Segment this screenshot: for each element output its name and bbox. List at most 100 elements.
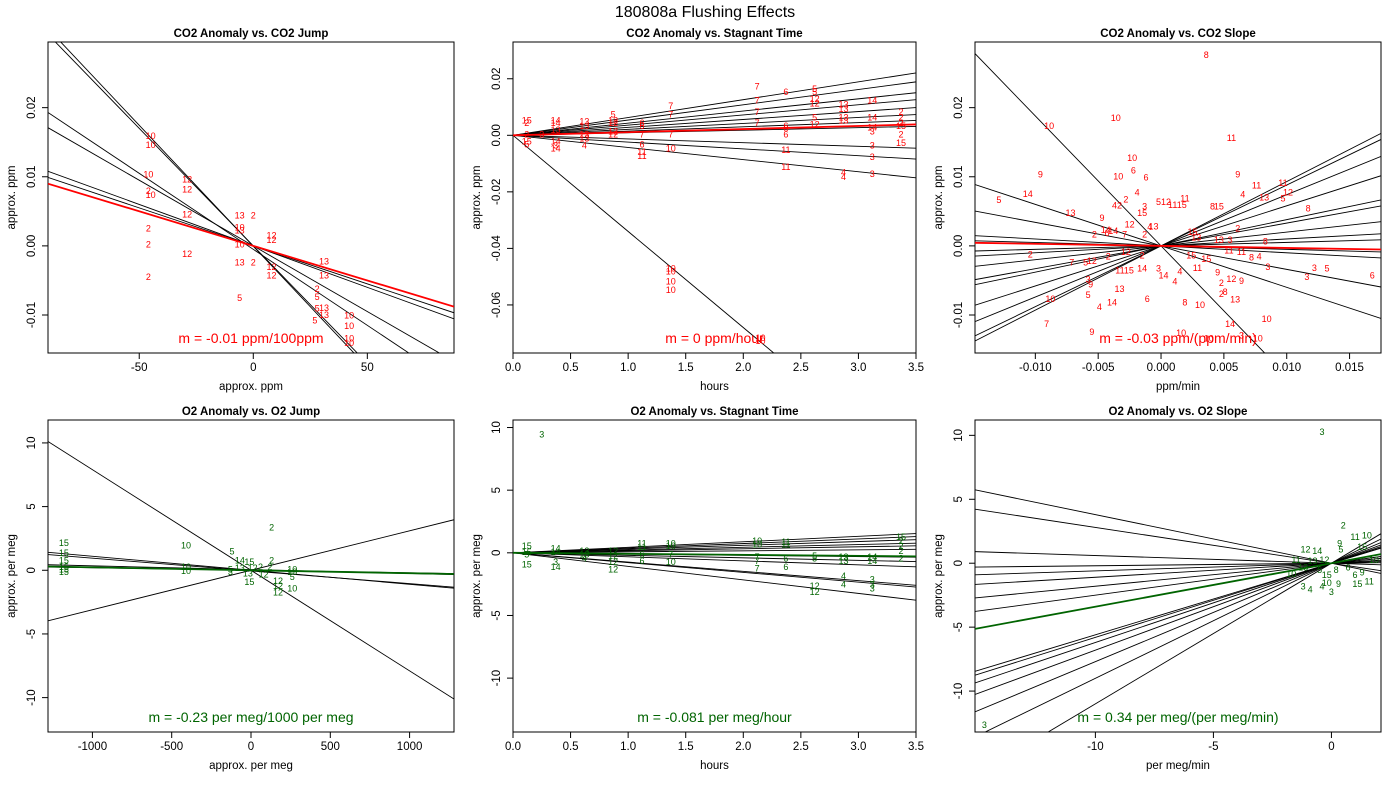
data-point-label: 2 xyxy=(1028,250,1033,260)
regression-line-9 xyxy=(513,134,916,149)
slope-annotation: m = -0.01 ppm/100ppm xyxy=(178,330,323,346)
data-point-label: 3 xyxy=(870,169,875,179)
data-point-label: 10 xyxy=(1286,569,1296,579)
y-tick-label: -0.06 xyxy=(491,292,503,318)
data-point-label: 2 xyxy=(899,536,904,546)
data-point-label: 14 xyxy=(867,95,877,105)
x-tick-label: 1000 xyxy=(397,741,423,753)
overall-fit-line xyxy=(513,123,916,137)
data-point-label: 4 xyxy=(582,141,587,151)
data-point-label: 8 xyxy=(1210,201,1215,211)
data-point-label: 7 xyxy=(755,107,760,117)
data-point-label: 13 xyxy=(319,270,329,280)
data-point-label: 12 xyxy=(608,546,618,556)
data-point-label: 13 xyxy=(1308,556,1318,566)
data-point-label: 7 xyxy=(1122,230,1127,240)
data-point-label: 12 xyxy=(810,587,820,597)
data-point-label: 7 xyxy=(668,110,673,120)
data-point-label: 6 xyxy=(639,121,644,131)
data-point-label: 11 xyxy=(1350,532,1359,542)
x-tick-label: 0.005 xyxy=(1209,362,1238,374)
data-point-label: 12 xyxy=(810,119,820,129)
x-tick-label: 0.000 xyxy=(1147,362,1176,374)
regression-line-13 xyxy=(975,542,1381,713)
x-tick-label: -0.005 xyxy=(1082,362,1115,374)
data-point-label: 13 xyxy=(235,210,245,220)
data-point-label: 5 xyxy=(1338,545,1343,555)
data-point-label: 12 xyxy=(182,210,192,220)
data-point-label: 13 xyxy=(551,125,561,135)
data-point-label: 10 xyxy=(666,276,676,286)
data-point-label: 15 xyxy=(522,541,532,551)
y-tick-label: 0.01 xyxy=(953,166,965,188)
data-point-label: 4 xyxy=(1172,277,1177,287)
data-point-label: 2 xyxy=(258,562,263,572)
data-point-label: 5 xyxy=(237,293,242,303)
data-point-label: 4 xyxy=(841,571,846,581)
data-point-label: 6 xyxy=(783,553,788,563)
regression-line-1 xyxy=(513,72,916,136)
x-axis-label: hours xyxy=(700,381,729,393)
x-tick-label: 1.5 xyxy=(678,362,694,374)
slope-annotation: m = -0.03 ppm/(ppm/min) xyxy=(1099,330,1257,346)
x-tick-label: -500 xyxy=(160,741,183,753)
data-point-label: 12 xyxy=(182,185,192,195)
data-point-label: 12 xyxy=(810,98,820,108)
data-point-label: 12 xyxy=(267,230,277,240)
data-point-label: 11 xyxy=(637,147,646,157)
y-tick-label: 0 xyxy=(26,567,38,573)
data-point-label: 15 xyxy=(522,560,532,570)
regression-line-10 xyxy=(975,199,1381,286)
regression-line-7 xyxy=(975,557,1381,599)
regression-line-5 xyxy=(975,561,1381,576)
x-tick-label: 2.5 xyxy=(793,362,809,374)
x-tick-label: 1.0 xyxy=(620,362,636,374)
data-point-label: 13 xyxy=(1115,284,1125,294)
data-point-label: 12 xyxy=(182,174,192,184)
x-tick-label: 1.0 xyxy=(620,741,636,753)
data-point-label: 10 xyxy=(287,584,297,594)
data-point-label: 3 xyxy=(1142,201,1147,211)
data-point-label: 7 xyxy=(755,118,760,128)
data-point-label: 14 xyxy=(1107,297,1117,307)
data-point-label: 13 xyxy=(1230,295,1240,305)
data-point-label: 6 xyxy=(1145,294,1150,304)
data-point-label: 4 xyxy=(841,580,846,590)
regression-line-3 xyxy=(975,210,1381,288)
data-point-label: 1115 xyxy=(1168,200,1187,210)
regression-line-11 xyxy=(975,175,1381,306)
chart-panel-3: CO2 Anomaly vs. CO2 Slope -0.010 -0.005 0.0… xyxy=(933,28,1382,393)
data-point-label: 14 xyxy=(867,122,877,132)
data-point-label: 15 xyxy=(1322,570,1332,580)
data-point-label: 7 xyxy=(639,129,644,139)
data-point-label: 8 xyxy=(1334,565,1339,575)
regression-line-6 xyxy=(513,548,916,554)
data-point-label: 8 xyxy=(1263,237,1268,247)
y-tick-label: 5 xyxy=(953,496,965,502)
data-point-label: 8 xyxy=(1249,252,1254,262)
data-point-label: 10 xyxy=(1111,113,1121,123)
data-point-label: 5 xyxy=(312,315,317,325)
x-tick-label: 0.0 xyxy=(505,362,521,374)
data-point-label: 12 xyxy=(608,129,618,139)
chart-panels: CO2 Anomaly vs. CO2 Jump-50 0 50-0.010.000… xyxy=(6,28,1382,772)
data-point-label: 5 xyxy=(315,292,320,302)
data-point-label: 12 xyxy=(273,581,283,591)
data-point-label: 2 xyxy=(899,118,904,128)
data-point-label: 10 xyxy=(1253,333,1263,343)
data-point-label: 10 xyxy=(235,223,245,233)
y-axis-label: approx. per meg xyxy=(6,534,18,618)
plot-frame xyxy=(512,419,917,733)
data-point-label: 12 xyxy=(608,565,618,575)
x-tick-label: 3.0 xyxy=(850,741,866,753)
x-tick-label: 3.5 xyxy=(908,741,924,753)
regression-line-1 xyxy=(975,53,1266,353)
data-point-label: 2 xyxy=(899,553,904,563)
data-point-label: 5 xyxy=(315,304,320,314)
data-point-label: 10 xyxy=(666,538,676,548)
regression-line-3 xyxy=(513,539,916,554)
x-axis-label: ppm/min xyxy=(1156,381,1200,393)
data-point-label: 10 xyxy=(666,144,676,154)
data-point-label: 14 xyxy=(1312,546,1322,556)
